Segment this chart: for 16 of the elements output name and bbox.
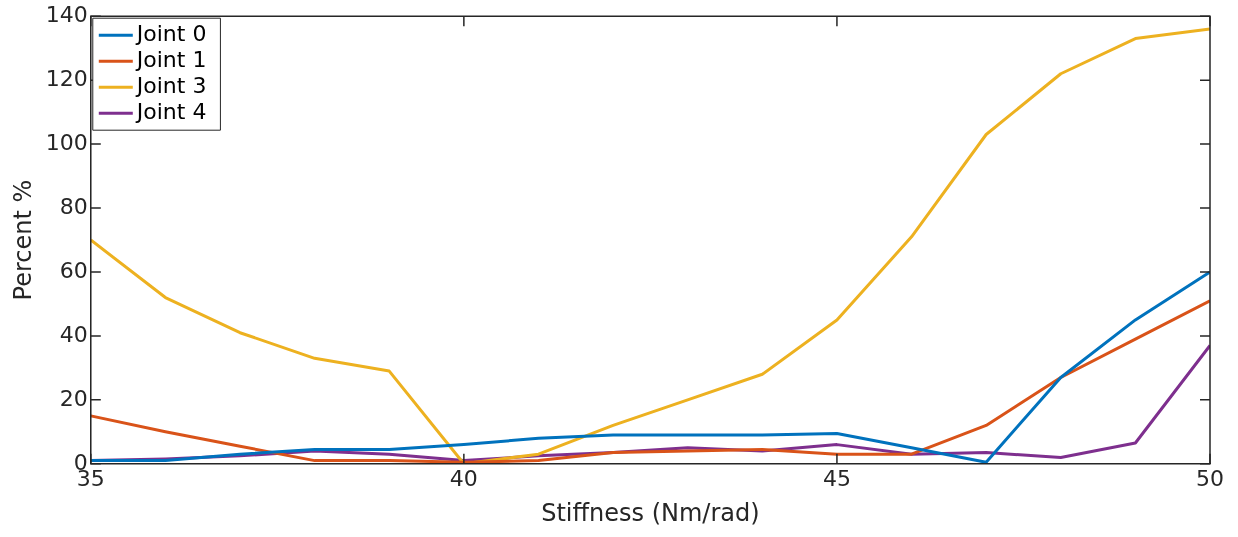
legend-label: Joint 0 [134,20,207,46]
y-tick-label: 80 [59,193,88,219]
x-axis-title: Stiffness (Nm/rad) [541,498,760,527]
y-tick-label: 60 [59,257,88,283]
y-tick-label: 120 [45,65,88,91]
x-tick-label: 50 [1196,465,1224,491]
y-tick-label: 100 [45,129,88,155]
y-axis-title: Percent % [8,179,37,301]
legend-label: Joint 1 [134,46,207,72]
x-tick-label: 40 [449,465,478,491]
y-tick-label: 20 [59,385,88,411]
legend-label: Joint 4 [134,98,207,124]
y-tick-label: 140 [45,1,88,27]
y-tick-label: 40 [59,321,88,347]
x-tick-label: 45 [822,465,851,491]
legend-label: Joint 3 [134,72,207,98]
